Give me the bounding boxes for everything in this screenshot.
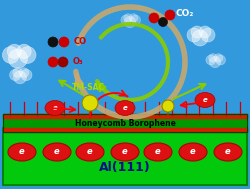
Circle shape [187,28,201,42]
Bar [3,114,247,132]
Circle shape [124,16,136,28]
Circle shape [48,37,58,47]
Circle shape [121,15,131,25]
Ellipse shape [76,143,104,161]
Circle shape [209,54,217,62]
Text: e: e [52,105,58,111]
Bar [3,114,247,118]
Ellipse shape [144,143,172,161]
Circle shape [19,68,29,77]
Circle shape [201,28,215,42]
Circle shape [59,37,69,47]
Ellipse shape [45,101,65,115]
Ellipse shape [179,143,207,161]
Circle shape [214,54,223,62]
Circle shape [206,55,216,65]
Circle shape [48,57,58,67]
Text: e: e [202,97,207,103]
Circle shape [191,26,203,38]
Text: e: e [19,147,25,156]
Text: e: e [190,147,196,156]
Circle shape [216,55,226,65]
Ellipse shape [43,143,71,161]
Circle shape [158,18,168,26]
Circle shape [10,69,21,81]
Text: O₃: O₃ [73,57,84,67]
Circle shape [129,14,138,22]
Text: e: e [54,147,60,156]
Circle shape [2,47,19,63]
Circle shape [58,57,68,67]
Circle shape [17,44,31,59]
Ellipse shape [214,143,242,161]
Circle shape [162,100,174,112]
Circle shape [199,26,211,38]
Bar [3,114,247,132]
Circle shape [124,14,132,22]
Text: e: e [122,147,128,156]
Bar [3,128,247,132]
Circle shape [14,71,26,84]
Text: CO: CO [74,37,87,46]
Circle shape [13,68,22,77]
Text: Honeycomb Borophene: Honeycomb Borophene [74,119,176,129]
Circle shape [210,57,220,68]
Circle shape [21,69,32,81]
Text: e: e [87,147,93,156]
Ellipse shape [195,92,215,108]
Circle shape [165,10,175,20]
Circle shape [8,49,28,68]
Text: e: e [155,147,161,156]
Ellipse shape [115,101,135,115]
Ellipse shape [111,143,139,161]
Circle shape [19,47,36,63]
Text: e: e [122,105,128,111]
Ellipse shape [8,143,36,161]
Text: e: e [225,147,231,156]
Text: Al(111): Al(111) [99,161,151,174]
Bar [3,128,247,185]
Circle shape [192,30,208,46]
Circle shape [82,95,98,111]
Text: CO₂: CO₂ [175,9,194,19]
Circle shape [149,13,159,23]
Text: TM-SAC: TM-SAC [72,84,104,92]
Circle shape [7,44,22,59]
Circle shape [131,15,140,25]
